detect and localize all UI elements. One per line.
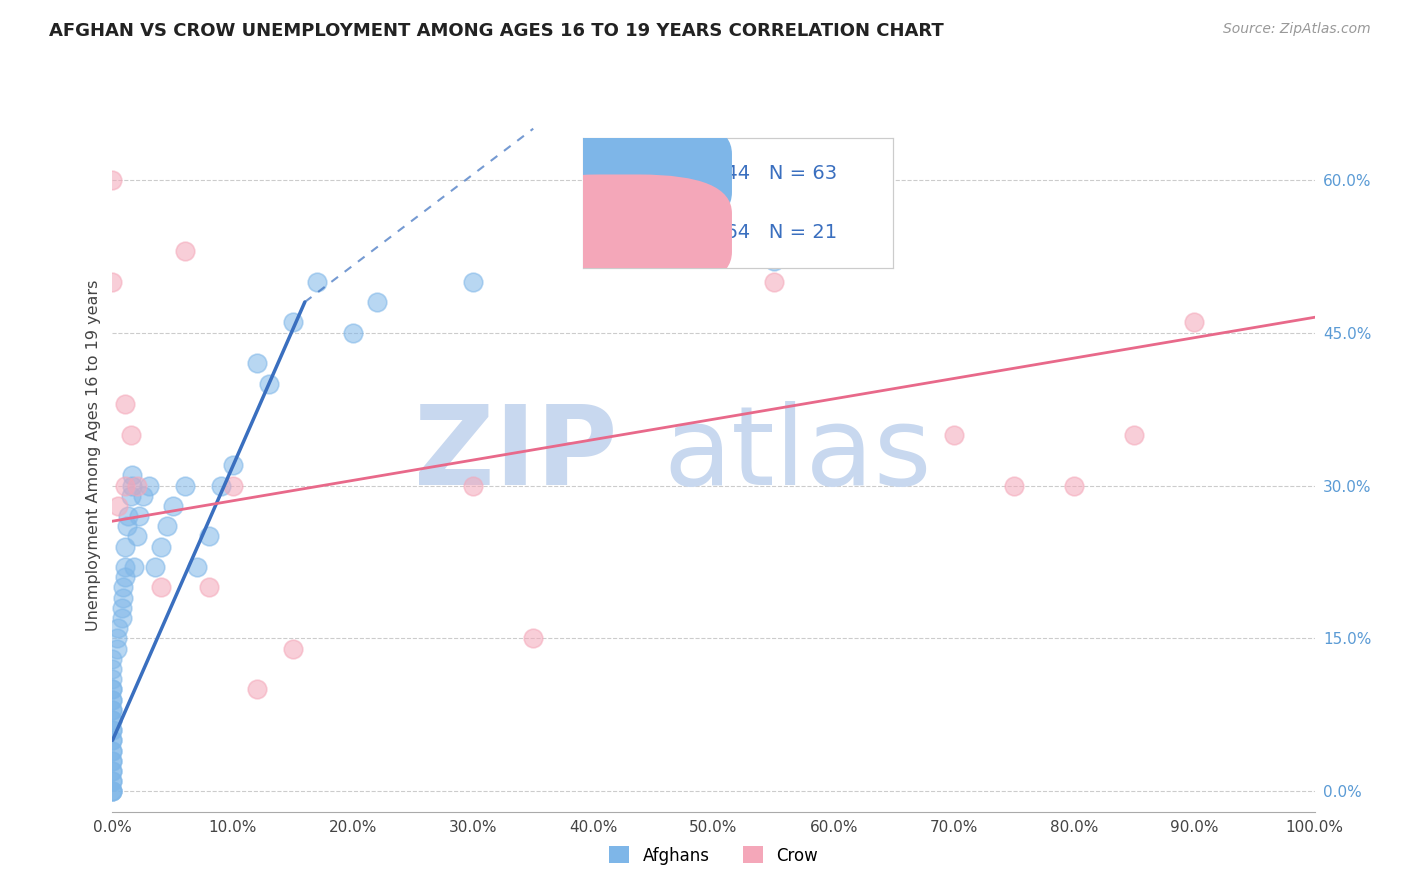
Point <box>186 560 208 574</box>
Point <box>121 468 143 483</box>
Point <box>1123 427 1146 442</box>
Point <box>128 509 150 524</box>
Point <box>101 754 124 768</box>
Point <box>120 489 142 503</box>
Point <box>101 662 124 676</box>
Point <box>173 244 195 258</box>
Point <box>101 754 124 768</box>
Point <box>101 703 124 717</box>
Point <box>105 641 128 656</box>
Point <box>121 478 143 492</box>
Point <box>342 326 364 340</box>
Point <box>1184 315 1206 329</box>
Point <box>101 692 124 706</box>
Point <box>281 641 304 656</box>
Point <box>101 743 124 757</box>
Point <box>112 591 135 605</box>
Point <box>111 600 134 615</box>
Point <box>461 478 484 492</box>
Point <box>120 427 142 442</box>
Point <box>143 560 166 574</box>
Point <box>131 489 153 503</box>
Point <box>101 692 124 706</box>
Text: R = 0.444   N = 63: R = 0.444 N = 63 <box>651 163 837 183</box>
Point <box>305 275 328 289</box>
Point <box>257 376 280 391</box>
Point <box>149 540 172 554</box>
Point <box>1063 478 1085 492</box>
Point <box>101 275 124 289</box>
Point <box>114 560 136 574</box>
Point <box>117 509 139 524</box>
Point <box>114 540 136 554</box>
Point <box>101 703 124 717</box>
Point <box>101 713 124 727</box>
Point <box>101 652 124 666</box>
Point <box>762 254 785 268</box>
Text: ZIP: ZIP <box>413 401 617 508</box>
Point <box>209 478 232 492</box>
Point <box>101 682 124 697</box>
Y-axis label: Unemployment Among Ages 16 to 19 years: Unemployment Among Ages 16 to 19 years <box>86 279 101 631</box>
Point <box>107 499 129 513</box>
Point <box>155 519 177 533</box>
Point <box>101 172 124 186</box>
Point <box>101 713 124 727</box>
Point <box>114 570 136 584</box>
Point <box>1002 478 1025 492</box>
Point <box>114 478 136 492</box>
Point <box>461 275 484 289</box>
Point <box>114 397 136 411</box>
FancyBboxPatch shape <box>506 115 733 231</box>
Point <box>762 275 785 289</box>
Point <box>112 581 135 595</box>
Point <box>246 682 269 697</box>
Text: atlas: atlas <box>664 401 932 508</box>
Point <box>101 774 124 789</box>
Point <box>122 560 145 574</box>
Point <box>101 682 124 697</box>
Point <box>125 478 148 492</box>
Point <box>246 356 269 370</box>
Point <box>115 519 138 533</box>
Point <box>162 499 184 513</box>
Point <box>138 478 160 492</box>
Legend: Afghans, Crow: Afghans, Crow <box>603 839 824 871</box>
Point <box>111 611 134 625</box>
Point <box>101 743 124 757</box>
Text: Source: ZipAtlas.com: Source: ZipAtlas.com <box>1223 22 1371 37</box>
Point <box>101 723 124 738</box>
Point <box>222 478 245 492</box>
Point <box>281 315 304 329</box>
Point <box>101 784 124 798</box>
Text: R = 0.364   N = 21: R = 0.364 N = 21 <box>651 223 837 243</box>
Point <box>101 672 124 686</box>
Point <box>101 774 124 789</box>
Point <box>222 458 245 472</box>
Point <box>101 723 124 738</box>
Point <box>107 621 129 635</box>
Point <box>942 427 965 442</box>
Point <box>101 733 124 747</box>
Point <box>101 784 124 798</box>
FancyBboxPatch shape <box>506 175 733 291</box>
Point <box>366 295 388 310</box>
Text: AFGHAN VS CROW UNEMPLOYMENT AMONG AGES 16 TO 19 YEARS CORRELATION CHART: AFGHAN VS CROW UNEMPLOYMENT AMONG AGES 1… <box>49 22 943 40</box>
Point <box>173 478 195 492</box>
Point <box>125 529 148 543</box>
Point <box>105 632 128 646</box>
Point <box>149 581 172 595</box>
Point <box>101 764 124 778</box>
Point <box>197 529 219 543</box>
Point <box>522 632 544 646</box>
Point <box>101 784 124 798</box>
Point <box>101 764 124 778</box>
Point <box>101 733 124 747</box>
Point <box>197 581 219 595</box>
